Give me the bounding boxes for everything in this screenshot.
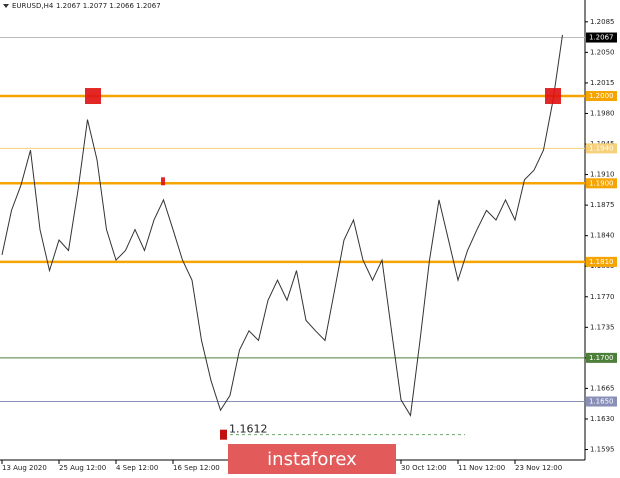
chart-title: EURUSD,H4: [12, 2, 54, 10]
y-tick-label: 1.2085: [590, 18, 615, 26]
level-label: 1.1650: [589, 398, 614, 406]
highlight-marker: [85, 88, 101, 105]
highlight-marker: [161, 177, 165, 186]
level-label-box: [586, 32, 617, 43]
x-tick-label: 30 Oct 12:00: [401, 464, 447, 472]
y-tick-label: 1.1735: [590, 323, 615, 331]
level-label-box: [586, 352, 617, 363]
y-tick-label: 1.1770: [590, 293, 615, 301]
level-label-box: [586, 396, 617, 407]
highlight-marker: [545, 88, 561, 105]
level-label: 1.1900: [589, 179, 614, 187]
watermark-box: [228, 444, 396, 474]
x-tick-label: 23 Nov 12:00: [515, 464, 562, 472]
chart-subtitle: 1.2067 1.2077 1.2066 1.2067: [56, 2, 161, 10]
y-tick-label: 1.1630: [590, 415, 615, 423]
y-tick-label: 1.1980: [590, 109, 615, 117]
level-label-box: [586, 91, 617, 102]
level-label-box: [586, 178, 617, 189]
y-tick-label: 1.1665: [590, 384, 615, 392]
level-label-box: [586, 256, 617, 267]
x-tick-label: 25 Aug 12:00: [59, 464, 106, 472]
low-label: 1.1612: [229, 423, 268, 436]
x-tick-label: 11 Nov 12:00: [458, 464, 505, 472]
level-label: 1.2067: [589, 34, 614, 42]
level-label: 1.2000: [589, 92, 614, 100]
y-tick-label: 1.1595: [590, 446, 615, 454]
level-label: 1.1940: [589, 144, 614, 152]
level-label: 1.1810: [589, 258, 614, 266]
watermark: instaforex: [267, 449, 357, 470]
y-tick-label: 1.2050: [590, 48, 615, 56]
level-label: 1.1700: [589, 354, 614, 362]
level-label-box: [586, 143, 617, 154]
y-tick-label: 1.2015: [590, 79, 615, 87]
y-tick-label: 1.1840: [590, 232, 615, 240]
x-tick-label: 16 Sep 12:00: [173, 464, 220, 472]
y-tick-label: 1.1910: [590, 171, 615, 179]
x-tick-label: 4 Sep 12:00: [116, 464, 158, 472]
x-tick-label: 13 Aug 2020: [2, 464, 47, 472]
low-marker: [220, 429, 227, 440]
price-line: [1, 34, 563, 417]
menu-arrow: [3, 4, 9, 8]
y-tick-label: 1.1875: [590, 201, 615, 209]
